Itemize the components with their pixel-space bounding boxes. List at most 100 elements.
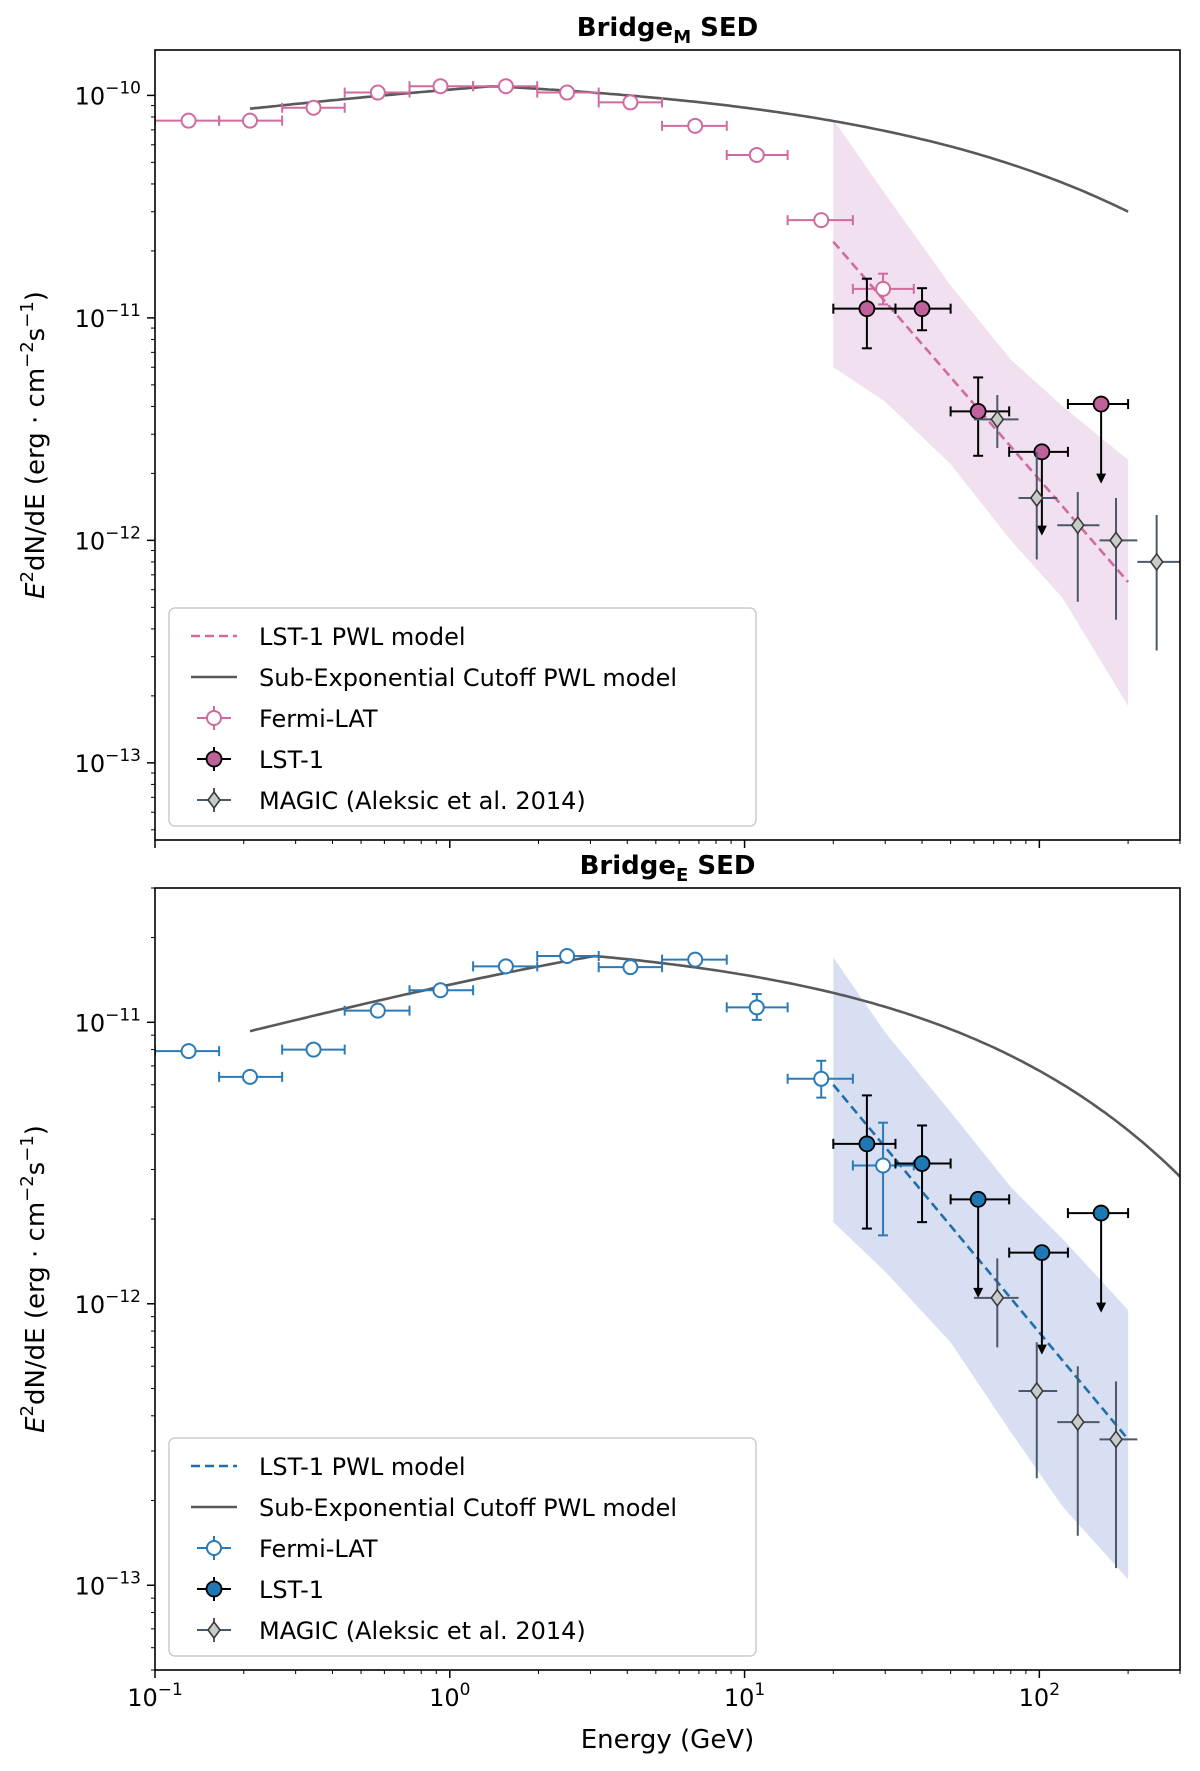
fermi-marker xyxy=(369,1002,386,1019)
legend-box xyxy=(168,607,757,827)
fermi-data-point xyxy=(725,993,789,1021)
lst1-marker xyxy=(969,402,987,420)
legend-lst-marker xyxy=(205,750,223,768)
magic-marker xyxy=(990,409,1005,429)
legend-label: MAGIC (Aleksic et al. 2014) xyxy=(259,1617,586,1645)
legend-item: LST-1 PWL model xyxy=(191,623,466,651)
y-axis-label: E2dN/dE (erg · cm−2s−1) xyxy=(17,291,51,599)
legend-item: LST-1 xyxy=(197,1576,324,1604)
fermi-data-point xyxy=(281,1041,346,1058)
chart-title: BridgeM SED xyxy=(577,13,758,48)
series-magic xyxy=(973,1258,1138,1569)
legend-fermi-marker xyxy=(206,710,222,726)
y-label-sup: −2 xyxy=(17,1175,38,1202)
y-tick-label-base: 10 xyxy=(75,750,106,778)
x-tick-label-base: 10 xyxy=(127,1684,158,1712)
fermi-data-point xyxy=(725,146,789,163)
legend-item: Sub-Exponential Cutoff PWL model xyxy=(191,1494,677,1522)
upper-limit-arrow-head xyxy=(1096,1302,1107,1313)
fermi-marker xyxy=(813,1070,830,1087)
fermi-marker xyxy=(497,958,514,975)
legend-item: Sub-Exponential Cutoff PWL model xyxy=(191,664,677,692)
legend-item: LST-1 xyxy=(197,746,324,774)
fermi-marker xyxy=(687,951,704,968)
y-label-e: E xyxy=(21,582,51,599)
magic-data-point xyxy=(1099,1381,1138,1569)
fermi-marker xyxy=(497,78,514,95)
fermi-data-point xyxy=(786,212,854,229)
magic-data-point xyxy=(1099,498,1138,620)
title-suffix: SED xyxy=(688,851,755,881)
fermi-marker xyxy=(241,1068,258,1085)
chart-title: BridgeE SED xyxy=(580,851,756,886)
y-label-sup: 2 xyxy=(17,571,38,582)
y-tick-label: 10−13 xyxy=(75,746,141,778)
y-label-main: ) xyxy=(21,1125,51,1135)
axes-frame xyxy=(154,49,1181,841)
fermi-data-point xyxy=(536,84,600,101)
legend: LST-1 PWL model Sub-Exponential Cutoff PW… xyxy=(168,607,757,827)
sub-exponential-cutoff-model-curve xyxy=(249,84,1129,213)
upper-limit-arrow-head xyxy=(973,1287,984,1298)
y-tick-label: 10−11 xyxy=(75,301,141,333)
y-tick-label-exp: −12 xyxy=(105,1287,141,1307)
x-tick-label-exp: 1 xyxy=(754,1680,765,1700)
fermi-marker xyxy=(432,982,449,999)
legend-label: LST-1 PWL model xyxy=(259,1453,466,1481)
magic-data-point xyxy=(973,395,1019,449)
pwl-confidence-band xyxy=(833,957,1129,1580)
lst-data-point xyxy=(894,287,952,332)
fermi-marker xyxy=(305,99,322,116)
lst-data-point xyxy=(1066,1204,1130,1313)
title-subscript: E xyxy=(676,865,688,886)
fermi-data-point xyxy=(408,982,475,999)
x-tick-label-exp: 0 xyxy=(460,1680,471,1700)
y-tick-label: 10−11 xyxy=(75,1005,141,1037)
legend-label: MAGIC (Aleksic et al. 2014) xyxy=(259,787,586,815)
y-label-main: s xyxy=(21,328,51,342)
legend-label: LST-1 PWL model xyxy=(259,623,466,651)
legend-label: Sub-Exponential Cutoff PWL model xyxy=(259,664,677,692)
y-tick-label-base: 10 xyxy=(75,305,106,333)
fermi-marker xyxy=(432,78,449,95)
fermi-marker xyxy=(748,146,765,163)
magic-marker xyxy=(1029,1381,1044,1401)
lst1-marker xyxy=(913,1155,931,1172)
magic-marker xyxy=(1070,515,1085,535)
y-tick-label-exp: −13 xyxy=(105,1568,141,1588)
x-tick-label-base: 10 xyxy=(429,1684,460,1712)
fermi-marker xyxy=(180,112,197,129)
lst1-marker xyxy=(858,300,876,318)
title-subscript: M xyxy=(673,27,691,48)
title-main: Bridge xyxy=(577,13,673,43)
fermi-marker xyxy=(813,212,830,229)
legend-item: Fermi-LAT xyxy=(197,1535,378,1563)
fermi-marker xyxy=(369,84,386,101)
lst-data-point xyxy=(1066,395,1130,484)
legend-item: Fermi-LAT xyxy=(197,705,378,733)
upper-limit-arrow-head xyxy=(1036,525,1047,536)
y-tick-label-exp: −11 xyxy=(105,1005,141,1025)
y-label-sup: −2 xyxy=(17,341,38,368)
lst1-marker xyxy=(1033,443,1051,461)
legend-lst-marker xyxy=(205,1580,223,1598)
fermi-marker xyxy=(622,94,639,111)
fermi-data-point xyxy=(218,112,284,129)
magic-marker xyxy=(1070,1412,1085,1432)
magic-data-point xyxy=(973,1258,1019,1348)
y-label-sup: 2 xyxy=(17,1405,38,1416)
x-tick-label-base: 10 xyxy=(1019,1684,1050,1712)
y-label-main: dN/dE (erg · cm xyxy=(21,368,51,571)
plot-area xyxy=(155,948,1180,1580)
fermi-data-point xyxy=(218,1068,284,1085)
y-tick-label: 10−12 xyxy=(75,1287,141,1319)
series-fermi xyxy=(155,78,915,306)
x-tick-label-base: 10 xyxy=(724,1684,755,1712)
fermi-marker xyxy=(559,84,576,101)
fermi-data-point xyxy=(597,94,664,111)
fermi-marker xyxy=(180,1043,197,1060)
series-fermi xyxy=(155,948,915,1237)
